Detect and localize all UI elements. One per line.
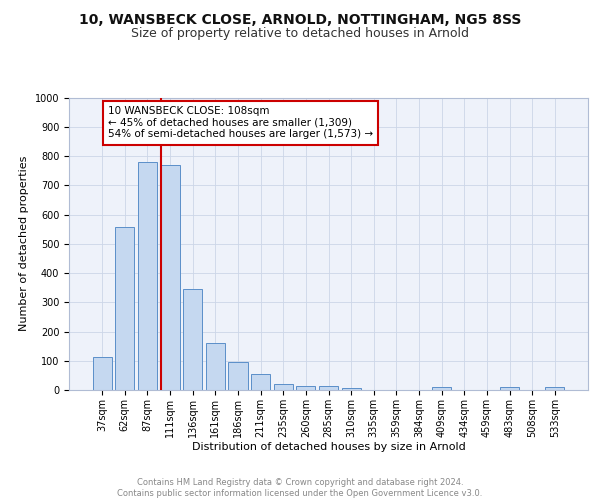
Bar [545, 388, 565, 390]
Bar [251, 374, 270, 390]
Bar [92, 357, 112, 390]
Text: Size of property relative to detached houses in Arnold: Size of property relative to detached ho… [131, 28, 469, 40]
Bar [206, 343, 225, 390]
Y-axis label: Number of detached properties: Number of detached properties [19, 156, 29, 332]
Bar [229, 362, 248, 390]
Bar [296, 386, 316, 390]
Bar [319, 386, 338, 390]
Bar [160, 165, 180, 390]
Text: 10 WANSBECK CLOSE: 108sqm
← 45% of detached houses are smaller (1,309)
54% of se: 10 WANSBECK CLOSE: 108sqm ← 45% of detac… [108, 106, 373, 140]
Bar [500, 388, 519, 390]
Bar [115, 227, 134, 390]
Text: Contains HM Land Registry data © Crown copyright and database right 2024.
Contai: Contains HM Land Registry data © Crown c… [118, 478, 482, 498]
Text: 10, WANSBECK CLOSE, ARNOLD, NOTTINGHAM, NG5 8SS: 10, WANSBECK CLOSE, ARNOLD, NOTTINGHAM, … [79, 12, 521, 26]
Bar [183, 289, 202, 390]
Bar [274, 384, 293, 390]
Text: Distribution of detached houses by size in Arnold: Distribution of detached houses by size … [192, 442, 466, 452]
Bar [432, 388, 451, 390]
Bar [341, 388, 361, 390]
Bar [138, 162, 157, 390]
